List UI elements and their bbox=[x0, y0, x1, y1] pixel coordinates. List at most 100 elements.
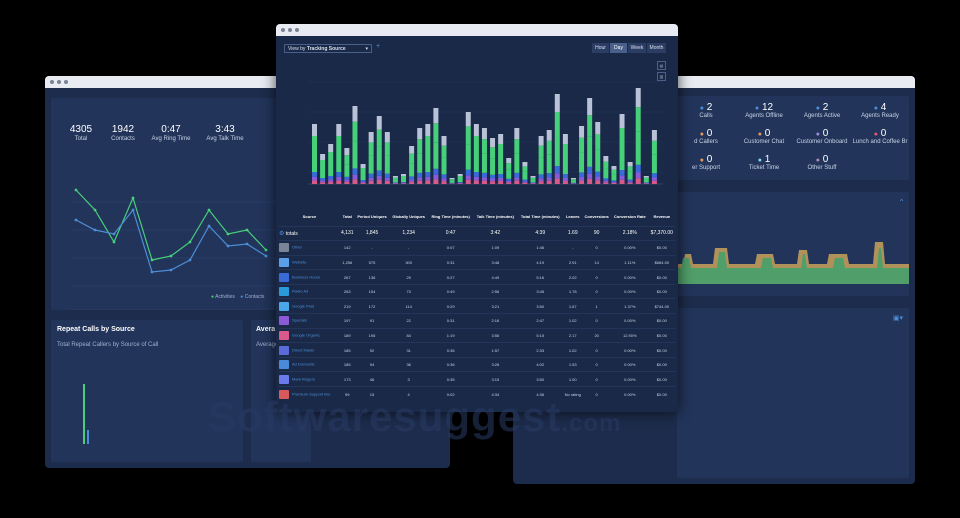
table-row[interactable]: Website 1,256 575 300 0:31 3:48 4:19 2.91 14 1.11… bbox=[279, 254, 675, 270]
line-point bbox=[93, 228, 97, 232]
source-name-link[interactable]: Ad Domestic bbox=[292, 361, 315, 367]
bar-segment bbox=[360, 182, 366, 184]
column-header[interactable]: Total Time (minutes) bbox=[520, 214, 560, 220]
bar-segment bbox=[401, 183, 407, 184]
bar-segment bbox=[587, 178, 593, 184]
bar-segment bbox=[417, 153, 423, 173]
column-header[interactable]: Total bbox=[342, 214, 352, 220]
line-point bbox=[226, 232, 230, 236]
column-header[interactable]: Source bbox=[302, 214, 317, 220]
bar-segment bbox=[352, 141, 358, 169]
column-header[interactable]: Leaves bbox=[565, 214, 580, 220]
collapse-chevron-icon[interactable]: ⌃ bbox=[898, 198, 905, 207]
column-header[interactable]: Period Uniques bbox=[357, 214, 387, 220]
stat-total: 4305 Total bbox=[69, 124, 93, 142]
table-cell: 142 bbox=[339, 240, 355, 256]
table-row[interactable]: Google Organic 189 195 84 1:19 3:56 5:15 2.17 20… bbox=[279, 327, 675, 343]
period-week[interactable]: Week bbox=[628, 43, 646, 53]
table-cell: 1,256 bbox=[339, 254, 355, 270]
bar-segment bbox=[635, 178, 641, 184]
bar-segment bbox=[352, 168, 358, 175]
bar-segment bbox=[433, 142, 439, 169]
source-name-link[interactable]: Radio Ad bbox=[292, 288, 309, 294]
source-name-link[interactable]: Google Paid bbox=[292, 303, 315, 309]
window-titlebar bbox=[276, 24, 678, 36]
bar-segment bbox=[352, 179, 358, 184]
bar-segment bbox=[579, 152, 585, 173]
bar-segment bbox=[554, 173, 560, 179]
source-name-link[interactable]: Other bbox=[292, 244, 303, 250]
column-header[interactable]: Ring Time (minutes) bbox=[431, 214, 470, 220]
source-name-link[interactable]: Website bbox=[292, 259, 307, 265]
column-header[interactable]: Globally Uniques bbox=[392, 214, 425, 220]
bar-segment bbox=[376, 179, 382, 184]
table-row[interactable]: Radio Ad 263 154 73 0:49 2:56 3:45 1.78 0 0.00% $0… bbox=[279, 283, 675, 299]
table-cell: 0.00% bbox=[611, 371, 649, 387]
table-row[interactable]: Direct Mailer 185 92 31 0:36 1:57 2:33 1.02 0 0.0… bbox=[279, 342, 675, 358]
line-point bbox=[93, 208, 97, 212]
table-row[interactable]: Other 142- -0:07 1:09 1:46-0 0.00% $0.00 bbox=[279, 240, 675, 256]
table-row[interactable]: Ad Domestic 185 94 36 0:36 3:26 4:02 1.53 0 0.00%… bbox=[279, 356, 675, 372]
status-dot-icon: ● bbox=[699, 131, 704, 138]
table-cell: 0 bbox=[582, 342, 611, 358]
repeat-bar-blue bbox=[87, 430, 89, 444]
bar-segment bbox=[376, 146, 382, 171]
table-row[interactable]: Mark Rogers 173 46 3 0:35 3:15 3:50 1.00 0 0.00% $… bbox=[279, 371, 675, 387]
agent-status-3: ● 4 Agents Ready bbox=[861, 102, 899, 119]
calendar-dropdown-icon[interactable]: ▣▾ bbox=[892, 315, 903, 322]
table-row[interactable]: Business Hours 267 136 29 0:27 4:49 5:16 2.02 0 0… bbox=[279, 269, 675, 285]
source-name-link[interactable]: Premium Support line bbox=[292, 391, 331, 397]
bar-segment bbox=[522, 179, 528, 182]
bar-segment bbox=[490, 178, 496, 182]
column-header[interactable]: Talk Time (minutes) bbox=[476, 214, 514, 220]
bar-segment bbox=[603, 168, 609, 179]
source-name-link[interactable]: Direct Mailer bbox=[292, 347, 315, 353]
bar-segment bbox=[490, 174, 496, 179]
table-cell: 1:19 bbox=[427, 327, 474, 343]
bar-segment bbox=[546, 140, 552, 155]
column-header[interactable]: Revenue bbox=[653, 214, 671, 220]
bar-segment bbox=[409, 163, 415, 177]
table-cell: 575 bbox=[354, 254, 390, 270]
chart-type-bar-icon[interactable]: ▥ bbox=[657, 72, 666, 81]
table-cell: 4 bbox=[389, 386, 428, 402]
source-name-link[interactable]: Specials bbox=[292, 317, 308, 323]
bar-segment bbox=[336, 151, 342, 172]
source-name-link[interactable]: Mark Rogers bbox=[292, 376, 315, 382]
table-row[interactable]: Google Paid 219 172 114 0:29 3:21 3:50 1.67 1 1.3… bbox=[279, 298, 675, 314]
average-panel-title: Avera bbox=[256, 326, 276, 333]
period-day[interactable]: Day bbox=[610, 43, 627, 53]
table-cell: 0.00% bbox=[611, 386, 649, 402]
bar-segment bbox=[530, 176, 536, 178]
bar-segment bbox=[392, 182, 398, 184]
bar-segment bbox=[425, 180, 431, 184]
chart-type-all-icon[interactable]: ▤ bbox=[657, 61, 666, 70]
table-cell: 2.17 bbox=[563, 327, 583, 343]
column-header[interactable]: Conversions bbox=[584, 214, 609, 220]
bar-segment bbox=[312, 172, 317, 177]
bar-segment bbox=[643, 176, 649, 178]
table-cell: 3:26 bbox=[473, 356, 518, 372]
gear-icon[interactable]: ⚙ bbox=[279, 230, 285, 237]
table-row[interactable]: Specials 197 91 22 0:31 2:16 2:47 1.02 0 0.00% $0.… bbox=[279, 313, 675, 329]
column-header[interactable]: Conversion Rate bbox=[613, 214, 646, 220]
add-icon[interactable]: + bbox=[376, 43, 381, 50]
bar-segment bbox=[344, 148, 350, 156]
source-name-link[interactable]: Google Organic bbox=[292, 332, 321, 338]
bar-segment bbox=[538, 181, 544, 184]
period-month[interactable]: Month bbox=[647, 43, 666, 53]
source-name-link[interactable]: Business Hours bbox=[292, 274, 321, 280]
bar-segment bbox=[514, 180, 520, 184]
bar-segment bbox=[465, 175, 471, 180]
period-hour[interactable]: Hour bbox=[592, 43, 609, 53]
table-cell: 91 bbox=[354, 313, 390, 329]
agent-status-panel: ● 2 Calls ● 12 Agents Offline ● 2 Agents Acti… bbox=[677, 96, 909, 180]
activities-series-line bbox=[75, 189, 267, 261]
bar-segment bbox=[595, 149, 601, 172]
table-cell: 1.78 bbox=[563, 283, 583, 299]
bar-segment bbox=[449, 178, 455, 180]
line-point bbox=[112, 232, 116, 236]
view-by-select[interactable]: View by Tracking Source ▾ bbox=[284, 44, 372, 53]
table-cell: No rating bbox=[563, 386, 583, 402]
table-row[interactable]: Premium Support line 99 15 4 0:02 4:34 4:36 No … bbox=[279, 386, 675, 402]
